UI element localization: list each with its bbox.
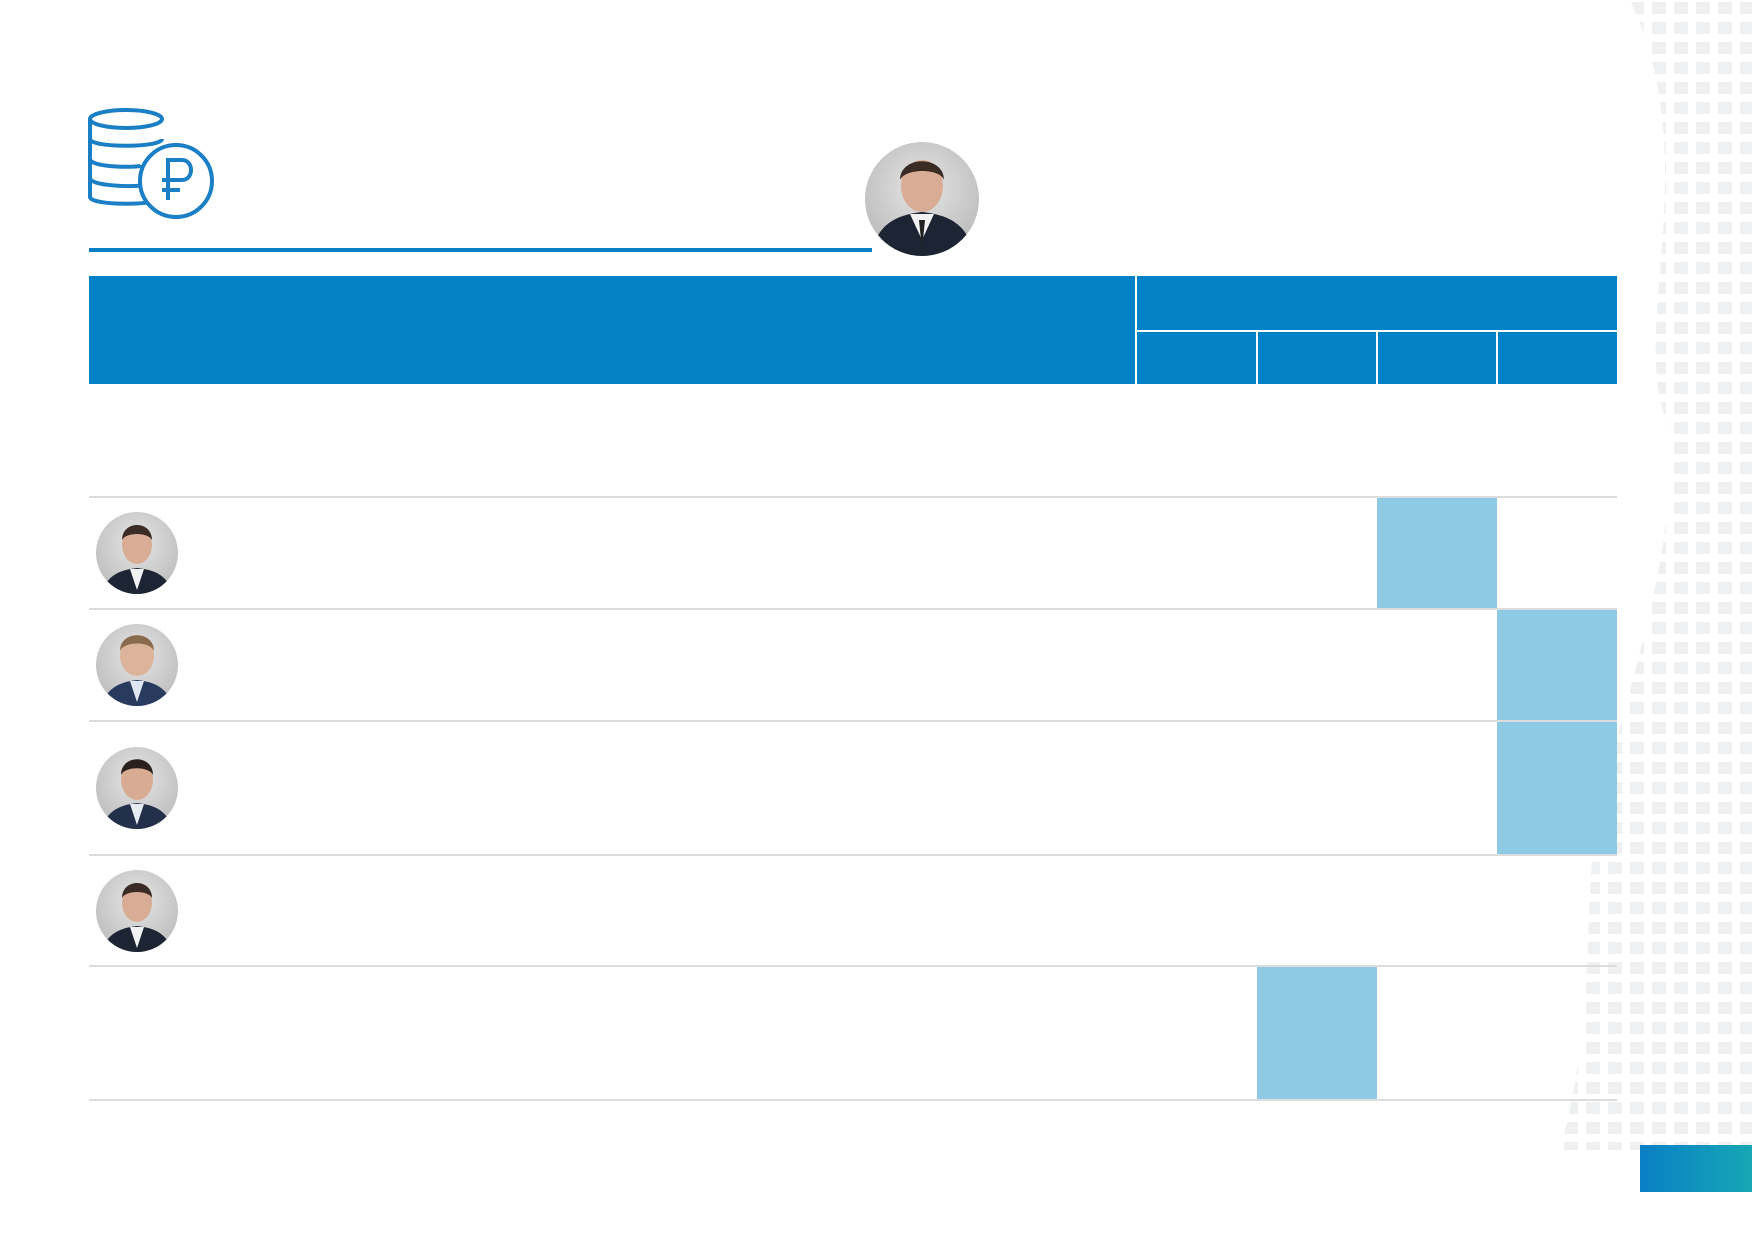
portrait bbox=[863, 140, 981, 258]
avatar bbox=[96, 624, 178, 706]
decorative-pattern bbox=[1560, 0, 1752, 1150]
avatar bbox=[96, 870, 178, 952]
avatar bbox=[96, 512, 178, 594]
avatar bbox=[96, 747, 178, 829]
row-separators bbox=[89, 496, 1617, 1101]
coins-icon bbox=[88, 108, 214, 219]
page-number-block bbox=[1640, 1145, 1752, 1192]
table-header bbox=[89, 276, 1617, 384]
highlight-cells bbox=[1257, 497, 1617, 1100]
